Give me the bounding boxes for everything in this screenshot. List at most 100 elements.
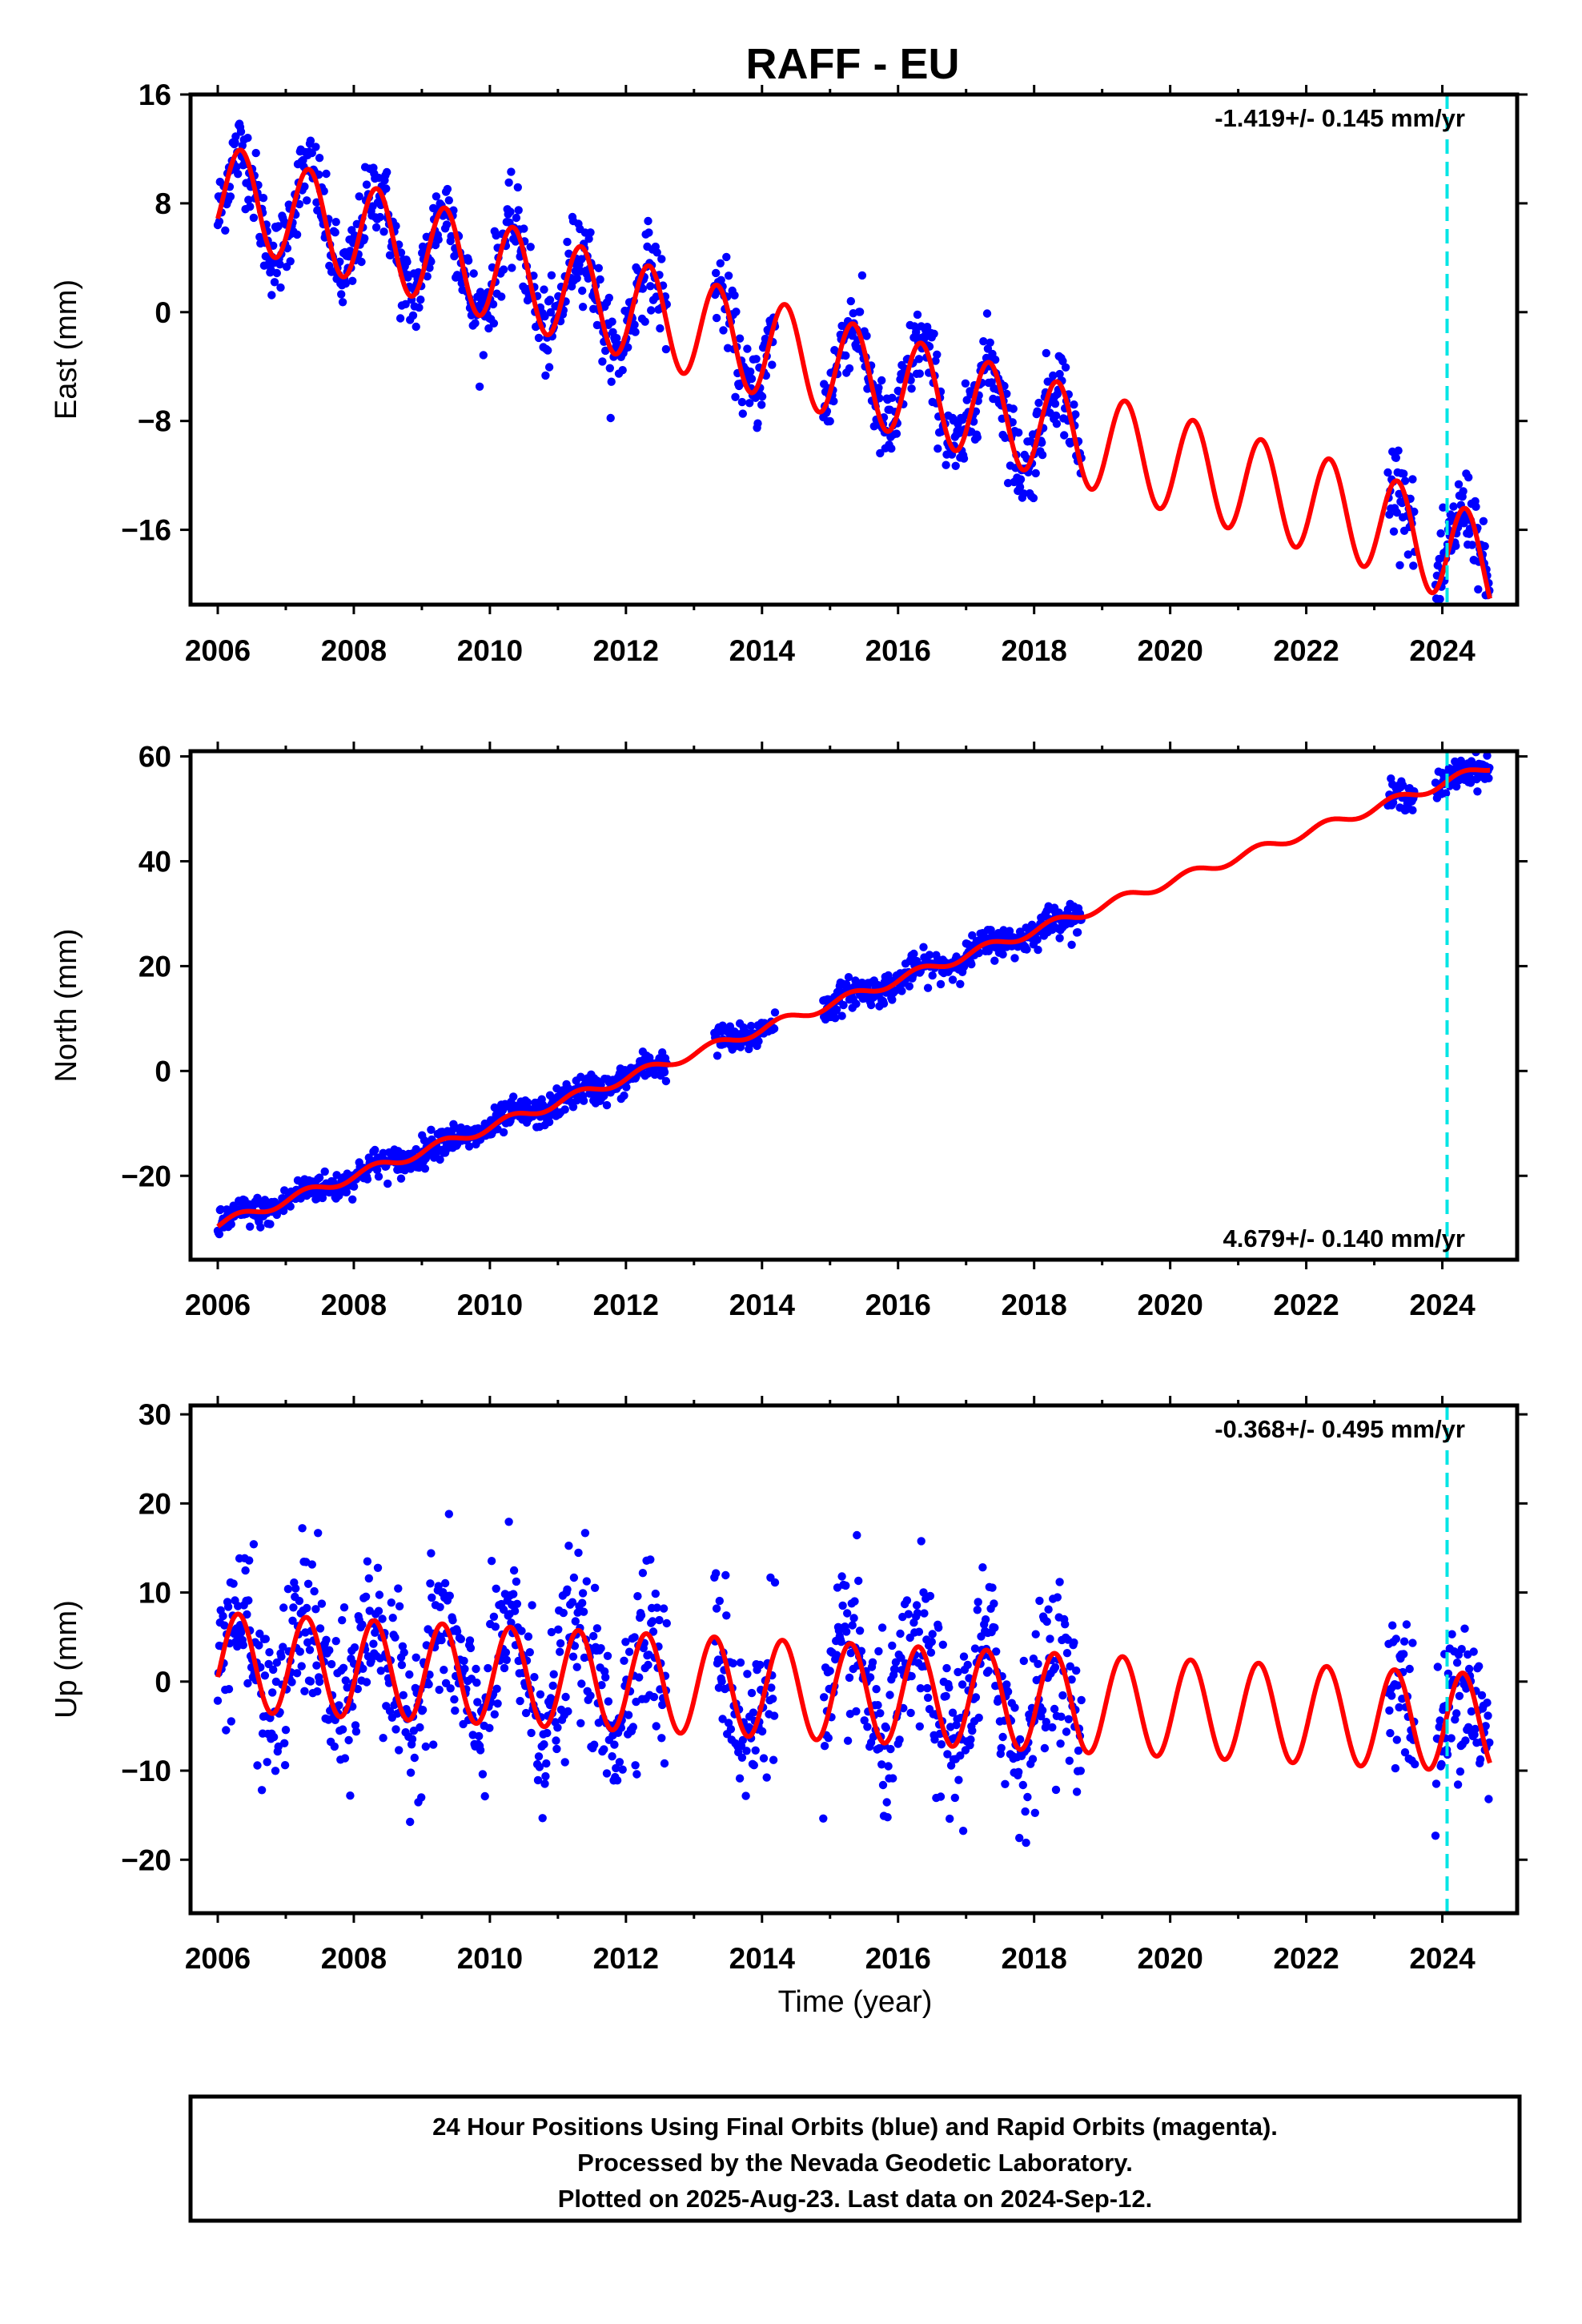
- north-point: [844, 973, 853, 982]
- east-point: [747, 374, 757, 384]
- up-point: [375, 1590, 384, 1599]
- up-point: [283, 1585, 293, 1594]
- east-point: [638, 284, 648, 293]
- up-point: [934, 1623, 943, 1632]
- up-point: [1034, 1659, 1042, 1668]
- up-point: [590, 1583, 600, 1593]
- east-point: [469, 269, 478, 278]
- up-point: [582, 1577, 591, 1586]
- east-point: [1439, 503, 1447, 512]
- up-point: [1072, 1666, 1081, 1675]
- up-point: [517, 1626, 526, 1635]
- east-point: [412, 322, 420, 332]
- up-point: [534, 1752, 544, 1761]
- up-y-tick-label: −20: [121, 1844, 171, 1876]
- up-point: [559, 1608, 568, 1618]
- up-point: [224, 1685, 234, 1694]
- up-point: [988, 1583, 997, 1592]
- up-point: [538, 1814, 547, 1823]
- up-point: [476, 1746, 485, 1755]
- up-point: [303, 1603, 311, 1613]
- east-x-tick-label: 2008: [321, 634, 387, 667]
- up-point: [1437, 1759, 1446, 1769]
- up-point: [1003, 1687, 1013, 1696]
- east-point: [464, 256, 473, 265]
- up-point: [655, 1615, 664, 1625]
- east-point: [1392, 508, 1402, 517]
- up-point: [263, 1758, 271, 1767]
- up-point: [502, 1655, 511, 1664]
- north-point: [266, 1220, 275, 1228]
- up-point: [770, 1578, 780, 1587]
- up-point: [281, 1726, 291, 1735]
- up-point: [865, 1673, 875, 1682]
- east-point: [226, 192, 235, 201]
- east-point: [1015, 483, 1025, 492]
- up-point: [954, 1775, 963, 1784]
- north-point: [948, 975, 958, 984]
- up-point: [884, 1762, 893, 1771]
- up-point: [1061, 1620, 1070, 1629]
- up-point: [260, 1671, 270, 1680]
- up-point: [974, 1598, 982, 1606]
- north-point: [852, 999, 861, 1008]
- east-point: [386, 251, 396, 259]
- east-point: [618, 366, 627, 375]
- east-point: [391, 222, 400, 231]
- north-x-tick-label: 2008: [321, 1289, 387, 1321]
- up-point: [652, 1722, 661, 1731]
- up-point: [624, 1711, 633, 1719]
- north-point: [1408, 806, 1417, 814]
- east-point: [1051, 411, 1061, 420]
- up-point: [364, 1574, 373, 1583]
- east-point: [646, 282, 655, 291]
- east-point: [841, 351, 850, 360]
- up-point: [280, 1739, 289, 1747]
- east-point: [306, 136, 315, 145]
- north-point: [919, 943, 928, 951]
- up-point: [279, 1603, 288, 1612]
- east-point: [1008, 418, 1017, 427]
- north-point: [968, 931, 977, 940]
- up-point: [717, 1677, 726, 1686]
- up-point: [261, 1634, 270, 1643]
- up-point: [659, 1604, 669, 1613]
- up-point: [824, 1734, 833, 1743]
- north-y-axis: 60 40 20 0 −20: [121, 741, 1528, 1192]
- east-point: [331, 218, 340, 227]
- north-point: [227, 1220, 235, 1228]
- up-point: [245, 1556, 254, 1565]
- up-point: [990, 1623, 999, 1632]
- east-point: [362, 180, 371, 189]
- up-point: [339, 1663, 348, 1672]
- north-point: [952, 952, 961, 961]
- up-point: [945, 1683, 954, 1692]
- north-point: [891, 986, 901, 995]
- east-point: [829, 396, 838, 406]
- up-point: [310, 1586, 319, 1596]
- east-point: [869, 422, 879, 431]
- east-y-tick-label: 0: [155, 296, 171, 329]
- north-point: [936, 979, 946, 989]
- east-point: [479, 351, 488, 360]
- up-point: [915, 1722, 925, 1731]
- up-point: [1057, 1712, 1066, 1721]
- up-point: [624, 1647, 634, 1656]
- up-point: [489, 1612, 499, 1622]
- up-point: [721, 1570, 730, 1580]
- up-point: [757, 1727, 767, 1736]
- up-point: [904, 1610, 913, 1618]
- east-point: [752, 355, 761, 364]
- up-point: [325, 1646, 334, 1655]
- east-point: [415, 303, 424, 312]
- up-point: [848, 1621, 857, 1630]
- east-point: [986, 338, 994, 347]
- east-point: [276, 283, 285, 292]
- up-point: [660, 1759, 669, 1768]
- up-point: [416, 1723, 424, 1732]
- up-point: [868, 1658, 877, 1667]
- up-point: [923, 1683, 932, 1693]
- north-point: [315, 1173, 324, 1182]
- up-point: [853, 1530, 861, 1540]
- east-point: [837, 321, 846, 331]
